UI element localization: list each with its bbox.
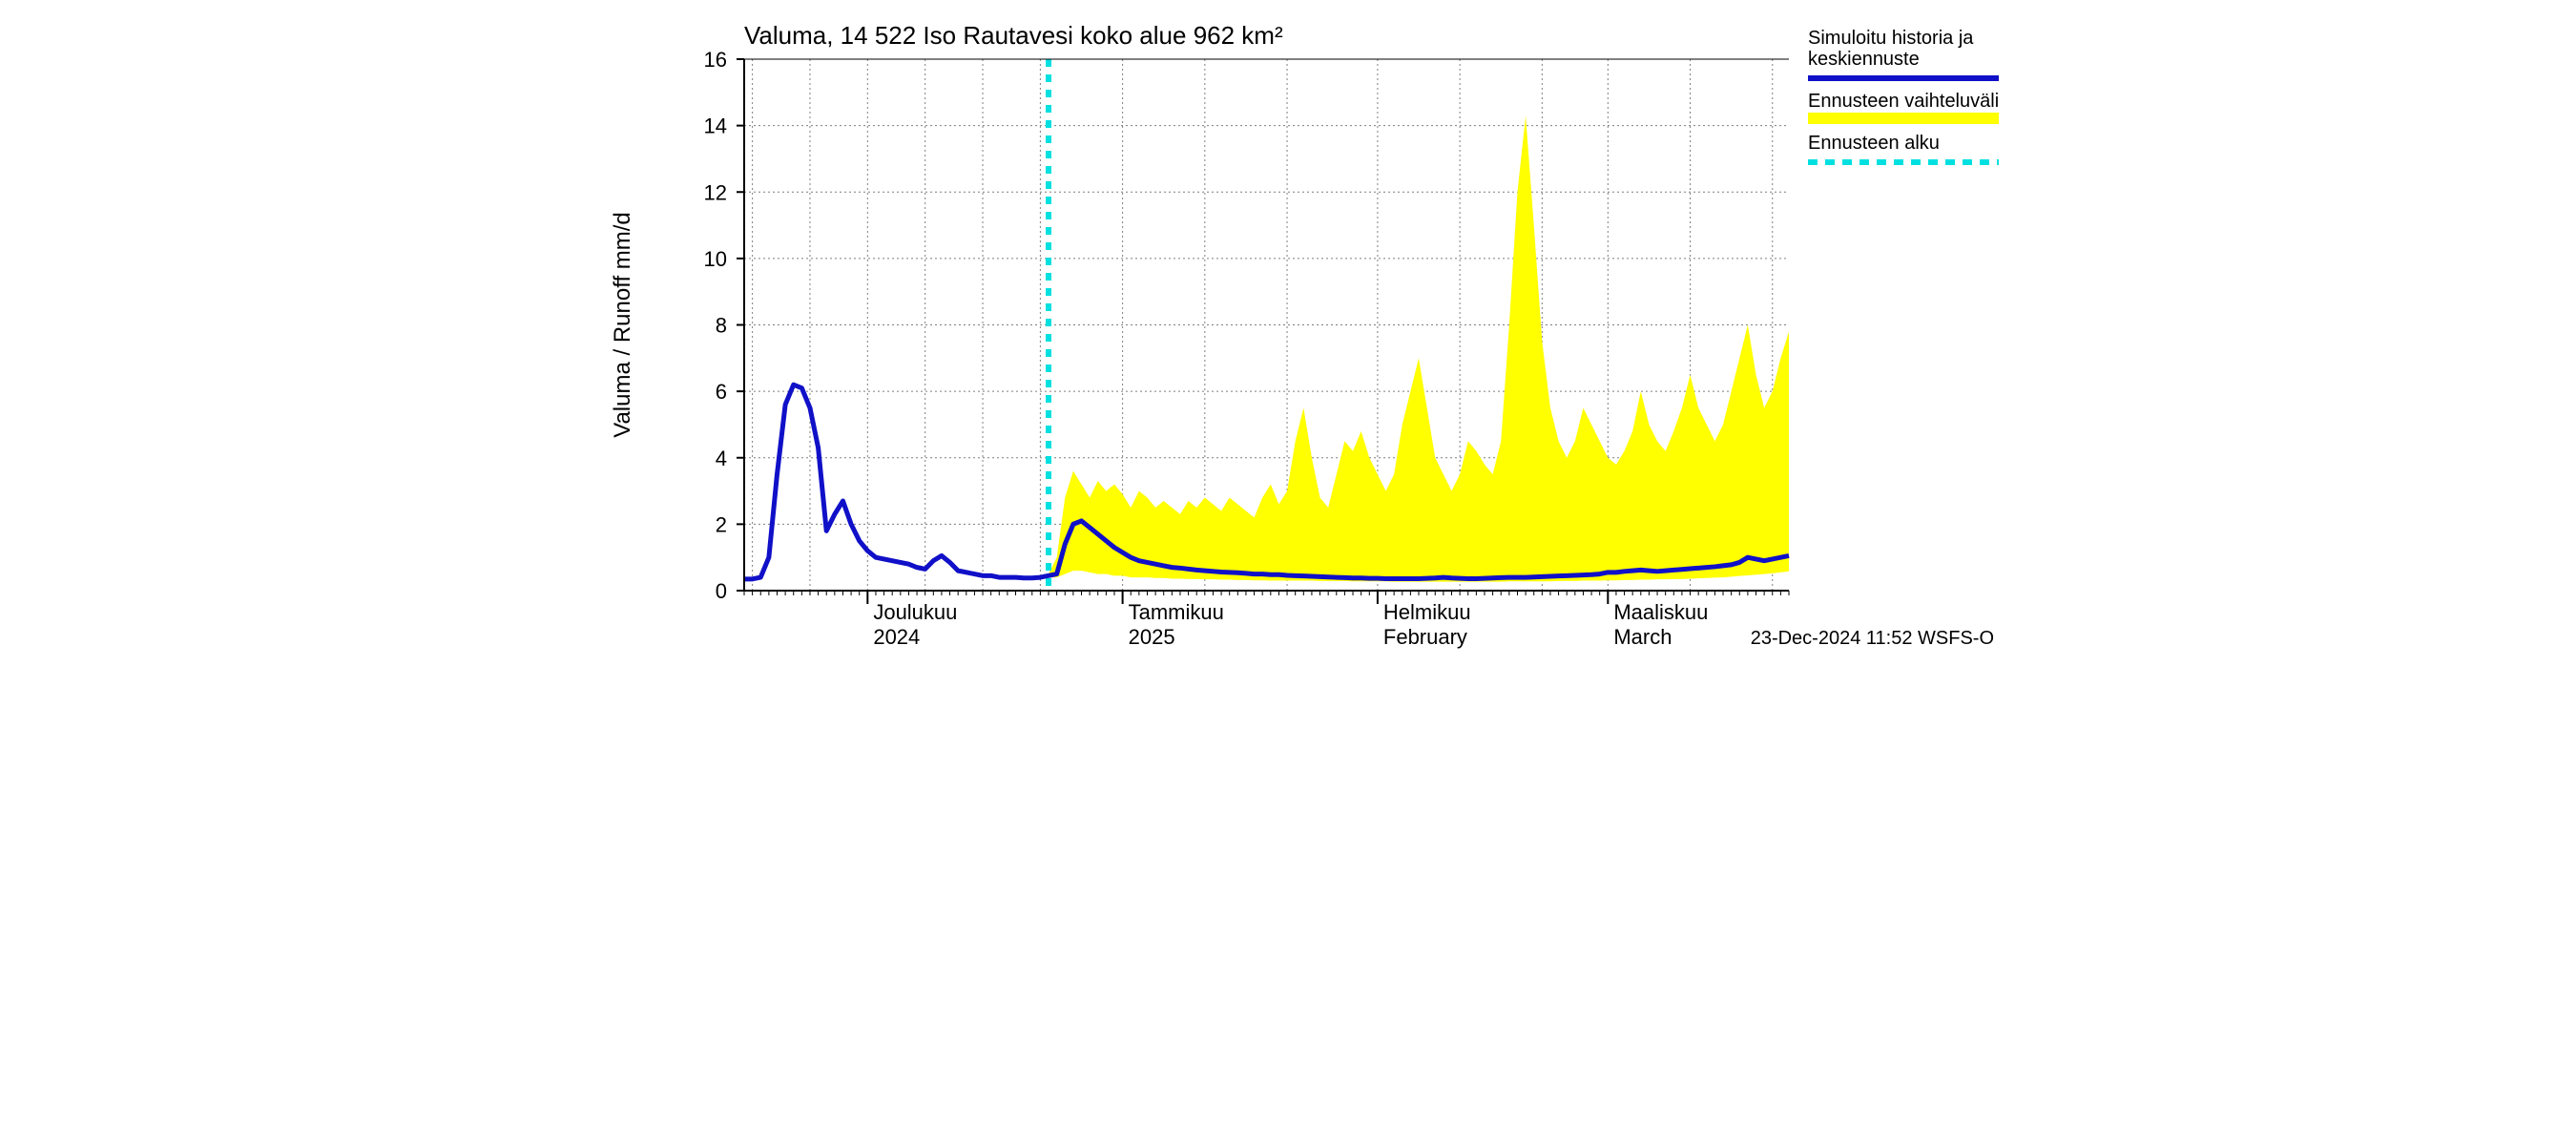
legend-label: Ennusteen vaihteluväli: [1808, 91, 1999, 112]
y-axis-label: Valuma / Runoff mm/d: [610, 212, 635, 438]
x-month-label: Joulukuu: [873, 600, 957, 624]
x-month-label: Maaliskuu: [1613, 600, 1708, 624]
legend-swatch: [1808, 113, 1999, 124]
runoff-chart: 0 2 4 6 8 10 12 14 16 Joulukuu2024 Tammikuu2025 Hel…: [572, 0, 2004, 668]
y-tick-label: 10: [704, 247, 727, 271]
y-tick-label: 4: [716, 447, 727, 470]
x-month-label: Helmikuu: [1383, 600, 1471, 624]
legend-label: Ennusteen alku: [1808, 133, 1940, 154]
legend-label: keskiennuste: [1808, 49, 1920, 70]
chart-svg: 0 2 4 6 8 10 12 14 16 Joulukuu2024 Tammikuu2025 Hel…: [572, 0, 2004, 668]
x-year-label: 2024: [873, 625, 920, 649]
x-year-label: March: [1613, 625, 1672, 649]
y-tick-label: 6: [716, 380, 727, 404]
chart-title: Valuma, 14 522 Iso Rautavesi koko alue 9…: [744, 21, 1283, 50]
y-tick-label: 2: [716, 512, 727, 536]
chart-footer: 23-Dec-2024 11:52 WSFS-O: [1751, 628, 1994, 649]
y-tick-label: 14: [704, 114, 727, 138]
x-month-label: Tammikuu: [1129, 600, 1224, 624]
y-tick-label: 12: [704, 180, 727, 204]
y-tick-label: 8: [716, 314, 727, 338]
x-year-label: February: [1383, 625, 1467, 649]
legend-label: Simuloitu historia ja: [1808, 28, 1974, 49]
y-tick-label: 16: [704, 48, 727, 72]
y-tick-label: 0: [716, 579, 727, 603]
x-year-label: 2025: [1129, 625, 1175, 649]
